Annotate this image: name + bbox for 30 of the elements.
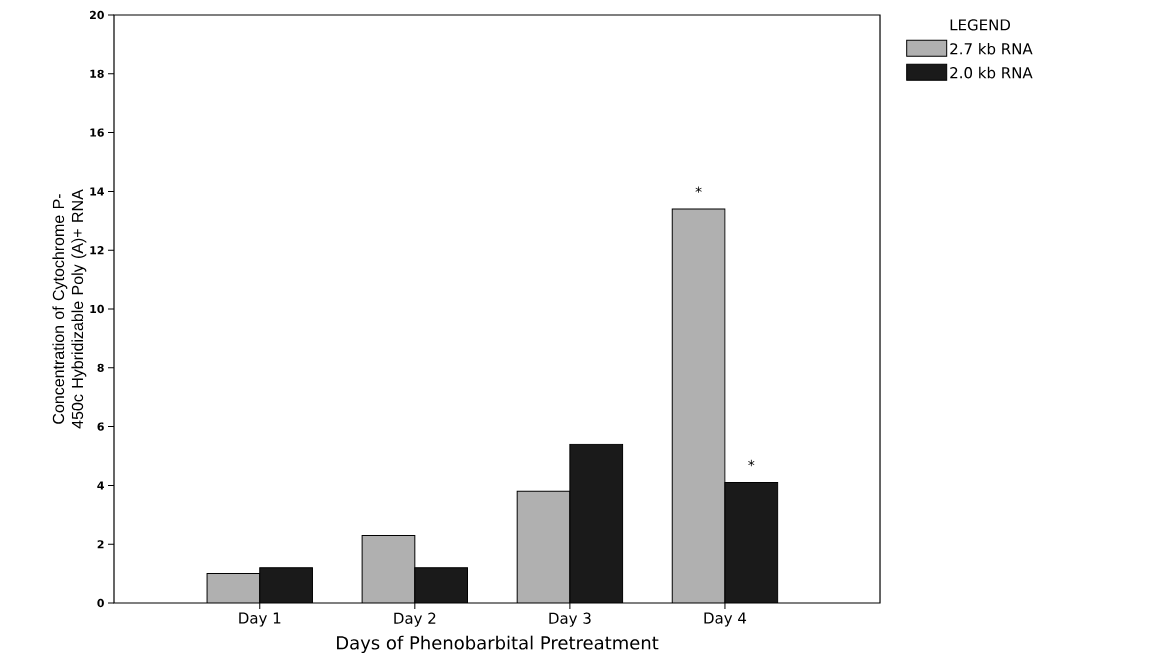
- legend-label: 2.7 kb RNA: [950, 42, 1033, 55]
- y-tick-label: 16: [90, 128, 104, 137]
- bar: [517, 491, 570, 603]
- bar: [206, 573, 261, 603]
- bar: [361, 534, 416, 603]
- bar: [569, 444, 623, 603]
- y-tick-label: 2: [97, 540, 104, 549]
- x-tick-label: Day 1: [239, 612, 281, 627]
- legend-title: LEGEND: [950, 19, 1011, 31]
- annotation: *: [748, 459, 755, 467]
- y-tick-label: 0: [97, 598, 104, 608]
- x-axis-title: Days of Phenobarbital Pretreatment: [337, 635, 659, 654]
- bar: [724, 481, 779, 603]
- x-tick-label: Day 4: [704, 612, 747, 627]
- y-tick-label: 18: [90, 69, 104, 78]
- x-tick-label: Day 2: [394, 612, 436, 627]
- annotation: *: [695, 186, 702, 193]
- y-axis-title: Concentration of Cytochrome P-450c Hybridizable Poly (A)+ RNA: [52, 189, 87, 429]
- y-tick-label: 8: [97, 363, 104, 372]
- y-tick-label: 12: [90, 246, 104, 255]
- y-tick-label: 4: [97, 481, 104, 490]
- y-tick-label: 6: [97, 422, 104, 431]
- y-tick-label: 14: [90, 187, 104, 196]
- x-tick-label: Day 3: [549, 612, 591, 627]
- bar: [671, 208, 726, 603]
- bar: [414, 567, 469, 603]
- y-tick-label: 10: [90, 304, 104, 314]
- bar: [259, 567, 313, 603]
- y-tick-label: 20: [90, 10, 104, 20]
- legend-label: 2.0 kb RNA: [950, 66, 1033, 79]
